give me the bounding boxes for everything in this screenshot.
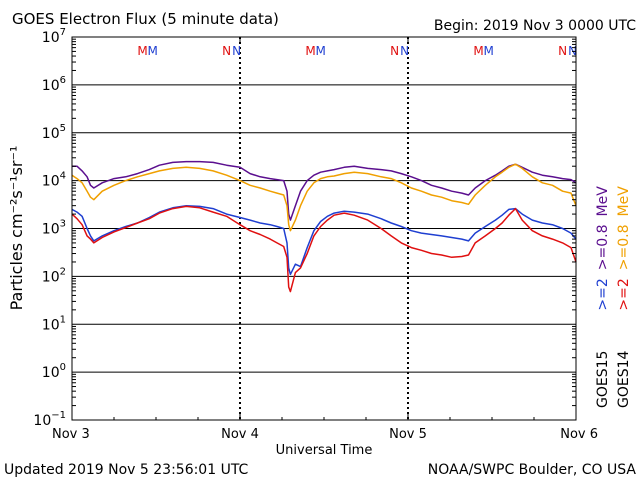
- source-credit: NOAA/SWPC Boulder, CO USA: [428, 462, 637, 478]
- mn-marker: M: [305, 44, 315, 58]
- y-tick-label: 100: [42, 362, 66, 381]
- mn-marker: N: [390, 44, 399, 58]
- x-tick-label: Nov 5: [389, 427, 427, 442]
- updated-time: Updated 2019 Nov 5 23:56:01 UTC: [4, 462, 249, 478]
- mn-marker: M: [473, 44, 483, 58]
- mn-marker: N: [558, 44, 567, 58]
- mn-marker: N: [232, 44, 241, 58]
- legend-entry: GOES14>=2>=0.8MeV: [616, 186, 632, 408]
- x-tick-label: Nov 3: [52, 427, 90, 442]
- begin-time: Begin: 2019 Nov 3 0000 UTC: [434, 18, 636, 34]
- mn-marker: N: [222, 44, 231, 58]
- legend-entry: GOES15>=2>=0.8MeV: [595, 186, 611, 408]
- series-line-g15_08: [72, 160, 577, 221]
- mn-marker: M: [137, 44, 147, 58]
- y-tick-label: 107: [42, 27, 66, 46]
- x-axis-label: Universal Time: [276, 443, 373, 458]
- mn-marker: N: [400, 44, 409, 58]
- mn-marker: M: [147, 44, 157, 58]
- x-tick-label: Nov 4: [221, 427, 259, 442]
- chart-title: GOES Electron Flux (5 minute data): [12, 10, 279, 28]
- y-tick-label: 104: [42, 171, 66, 190]
- y-tick-label: 106: [42, 75, 66, 94]
- series-line-g14_08: [71, 163, 577, 232]
- series-line-g14_2: [71, 205, 577, 293]
- y-tick-label: 101: [42, 314, 66, 333]
- x-tick-label: Nov 6: [560, 427, 598, 442]
- y-tick-label: 105: [42, 123, 66, 142]
- series-line-g15_2: [71, 204, 577, 276]
- y-axis-label: Particles cm⁻²s⁻¹sr⁻¹: [7, 146, 26, 311]
- x-axis-ticks: Nov 3 Nov 4 Nov 5 Nov 6: [52, 37, 598, 442]
- y-axis-ticks: 107 106 105 104 103 102 101 100 10−1: [33, 27, 576, 429]
- series-group: [71, 160, 577, 293]
- mn-marker: M: [315, 44, 325, 58]
- y-tick-label: 10−1: [33, 410, 66, 429]
- mn-marker: M: [483, 44, 493, 58]
- y-tick-label: 103: [42, 219, 66, 238]
- legend: GOES15>=2>=0.8MeV GOES14>=2>=0.8MeV: [595, 186, 632, 408]
- y-tick-label: 102: [42, 266, 66, 285]
